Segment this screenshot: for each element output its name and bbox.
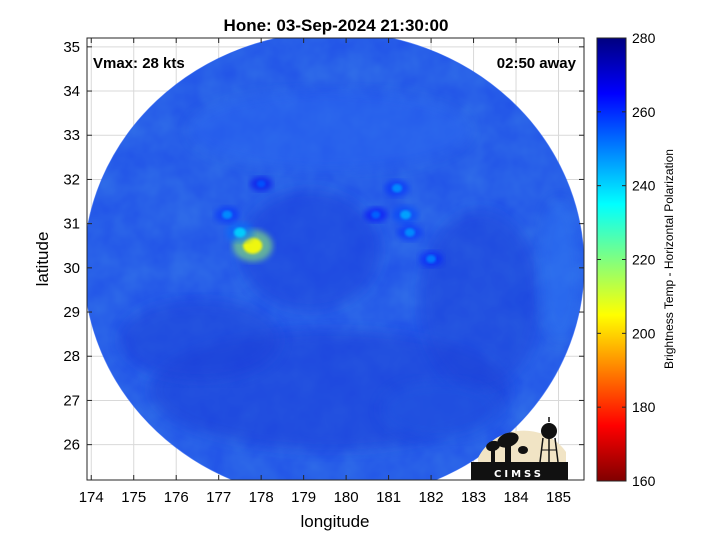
x-tick-label: 177 bbox=[206, 489, 231, 506]
x-tick-label: 175 bbox=[121, 489, 146, 506]
y-tick-label: 35 bbox=[63, 39, 80, 56]
warm-feature-core bbox=[243, 237, 263, 254]
satellite-dish-icon bbox=[486, 432, 528, 462]
colorbar-label: Brightness Temp - Horizontal Polarizatio… bbox=[662, 149, 676, 369]
y-tick-label: 33 bbox=[63, 127, 80, 144]
x-tick-label: 174 bbox=[79, 489, 104, 506]
y-axis-ticks: 26 27 28 29 30 31 32 33 34 35 bbox=[63, 39, 584, 454]
axes-box bbox=[86, 37, 585, 481]
water-tower-icon bbox=[539, 417, 559, 463]
warm-feature-core bbox=[371, 210, 381, 219]
colorbar-tick-label: 220 bbox=[632, 252, 656, 268]
logo-ground bbox=[471, 462, 568, 480]
warm-feature-core bbox=[426, 254, 436, 264]
warm-feature-core bbox=[233, 227, 246, 238]
x-tick-label: 182 bbox=[419, 489, 444, 506]
y-tick-label: 32 bbox=[63, 171, 80, 188]
colorbar-tick-label: 280 bbox=[632, 30, 656, 46]
warm-feature-core bbox=[222, 210, 233, 220]
y-tick-label: 28 bbox=[63, 348, 80, 365]
colorbar-tick-label: 200 bbox=[632, 325, 656, 341]
y-tick-label: 30 bbox=[63, 260, 80, 277]
x-tick-label: 176 bbox=[164, 489, 189, 506]
x-tick-label: 178 bbox=[249, 489, 274, 506]
x-tick-label: 180 bbox=[334, 489, 359, 506]
warm-feature-core bbox=[391, 184, 403, 193]
warm-features bbox=[214, 176, 444, 268]
y-tick-label: 29 bbox=[63, 304, 80, 321]
vmax-annotation: Vmax: 28 kts bbox=[93, 55, 185, 72]
colorbar-tick-label: 260 bbox=[632, 104, 656, 120]
colorbar-tick-label: 180 bbox=[632, 399, 656, 415]
brightness-temp-field bbox=[87, 38, 584, 480]
x-tick-label: 183 bbox=[461, 489, 486, 506]
x-tick-label: 184 bbox=[504, 489, 529, 506]
warm-feature-core bbox=[400, 210, 412, 220]
logo-text: CIMSS bbox=[494, 469, 544, 480]
x-tick-label: 179 bbox=[291, 489, 316, 506]
cimss-logo: CIMSS bbox=[471, 417, 568, 480]
time-away-annotation: 02:50 away bbox=[497, 55, 577, 72]
x-axis-ticks: 174 175 176 177 178 179 180 181 182 183 184 185 bbox=[79, 38, 571, 506]
x-tick-label: 181 bbox=[376, 489, 401, 506]
colorbar bbox=[596, 37, 627, 482]
x-axis-label: longitude bbox=[300, 512, 369, 531]
x-tick-label: 185 bbox=[546, 489, 571, 506]
y-tick-label: 27 bbox=[63, 392, 80, 409]
y-tick-label: 26 bbox=[63, 437, 80, 454]
y-axis-label: latitude bbox=[33, 232, 52, 287]
warm-feature-core bbox=[404, 228, 415, 237]
warm-feature-core bbox=[256, 180, 266, 188]
chart-title: Hone: 03-Sep-2024 21:30:00 bbox=[224, 16, 449, 35]
colorbar-tick-label: 240 bbox=[632, 178, 656, 194]
colorbar-tick-label: 160 bbox=[632, 473, 656, 489]
y-tick-label: 34 bbox=[63, 83, 80, 100]
y-tick-label: 31 bbox=[63, 216, 80, 233]
colorbar-ticks: 160 180 200 220 240 260 280 bbox=[597, 30, 656, 489]
